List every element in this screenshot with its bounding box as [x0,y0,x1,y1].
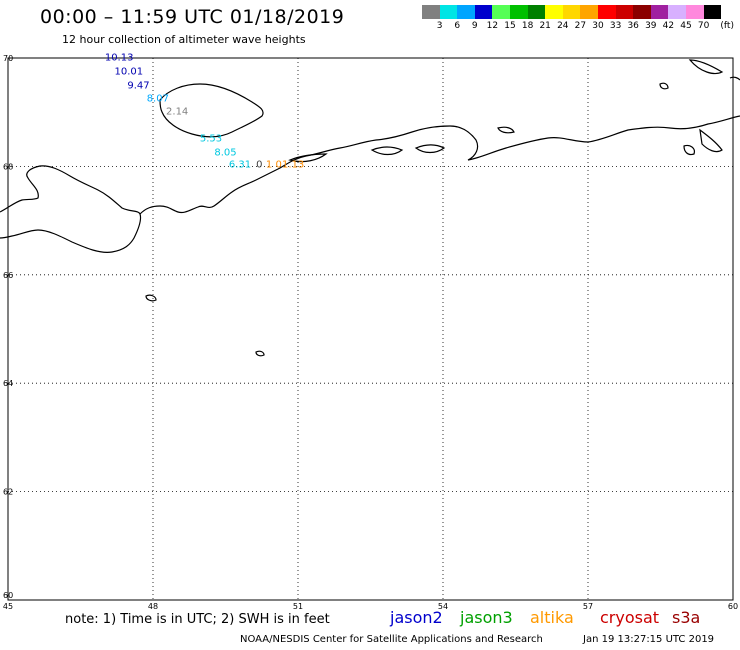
legend-swatch [422,5,440,19]
lon-label: 51 [293,602,303,611]
legend-swatch [597,5,616,19]
legend-tick: 27 [574,21,587,31]
legend-tick: 15 [504,21,516,31]
legend-swatch [474,5,493,19]
generation-timestamp: Jan 19 13:27:15 UTC 2019 [583,634,715,645]
footer-note: note: 1) Time is in UTC; 2) SWH is in fe… [65,612,330,627]
wave-height-observation: 5.53 [199,133,223,145]
legend-swatch [545,5,563,19]
map-title: 00:00 – 11:59 UTC 01/18/2019 [40,6,345,28]
lat-label: 70 [3,54,13,63]
wave-height-observation: 2.14 [166,106,189,118]
legend-tick: 70 [697,21,710,31]
legend-tick: 12 [486,21,499,31]
map-frame [7,57,734,601]
map-subtitle: 12 hour collection of altimeter wave hei… [62,33,306,46]
wave-height-observation: 1.13 [282,159,305,171]
satellite-label-s3a: s3a [672,608,701,627]
wave-height-observation: 6.31 [228,159,252,171]
legend-tick: 18 [521,21,534,31]
legend-tick: 36 [627,21,639,31]
lon-label: 45 [3,602,13,611]
wave-height-observation: 1 [265,159,273,171]
legend-swatch [457,5,475,19]
legend-tick: 39 [645,21,657,31]
legend-swatch [685,5,704,19]
legend-unit: (ft) [720,21,734,31]
legend-swatch [439,5,458,19]
legend-tick: 24 [557,21,569,31]
lat-label: 62 [3,488,13,497]
legend-tick: 6 [454,21,461,31]
legend-swatch [633,5,651,19]
wave-height-observation: 8.05 [214,147,237,159]
satellite-label-cryosat: cryosat [600,608,660,627]
legend-tick: 30 [592,21,604,31]
wave-height-observation: 10.01 [114,66,144,78]
satellite-label-altika: altika [530,608,574,627]
lat-label: 68 [3,162,13,171]
lon-label: 54 [438,602,448,611]
legend-swatch [580,5,598,19]
lat-label: 66 [3,271,13,280]
lon-label: 48 [148,602,158,611]
wave-height-observation: 0 [256,159,263,171]
wave-height-observation: 0 [275,159,282,171]
legend-tick: 33 [609,21,622,31]
lon-label: 60 [728,602,738,611]
color-legend [422,5,722,19]
wave-height-observation: 9.47 [127,80,150,92]
wave-height-observation: 10.13 [104,52,134,64]
legend-swatch [615,5,634,19]
satellite-label-jason3: jason3 [460,608,513,627]
lon-label: 57 [583,602,593,611]
legend-swatch [509,5,528,19]
credit-text: NOAA/NESDIS Center for Satellite Applica… [240,634,543,645]
legend-tick: 42 [662,21,675,31]
latitude-labels: 70 68 66 64 62 60 [3,54,13,600]
satellite-label-jason2: jason2 [390,608,443,627]
legend-tick: 3 [436,21,443,31]
lat-label: 60 [3,591,13,600]
lat-lon-grid [7,57,734,601]
legend-swatch [527,5,546,19]
legend-swatch [492,5,510,19]
wave-height-observation: 8.07 [146,93,169,105]
legend-swatch [650,5,669,19]
legend-swatch [703,5,722,19]
legend-tick: 21 [539,21,551,31]
longitude-labels: 45 48 51 54 57 60 [3,602,738,611]
legend-tick: 9 [471,21,478,31]
legend-swatch [562,5,581,19]
legend-tick: 45 [680,21,692,31]
coastline [0,59,740,357]
legend-swatch [668,5,686,19]
lat-label: 64 [3,379,13,388]
